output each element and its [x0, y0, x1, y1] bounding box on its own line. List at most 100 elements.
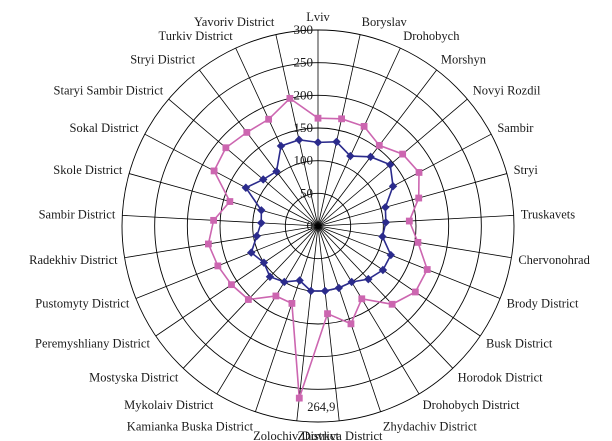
series-2-point [405, 217, 413, 225]
grid-spoke [144, 133, 319, 227]
series-2-point [214, 262, 222, 270]
category-label: Stryi [514, 163, 539, 177]
category-label: Brody District [507, 296, 579, 310]
category-label: Turkiv District [159, 29, 234, 43]
grid-spoke [135, 225, 319, 299]
tick-label: 0 [307, 218, 314, 233]
category-label: Chervonohrad [518, 253, 590, 267]
series-2-point [243, 128, 251, 136]
grid-spoke [255, 225, 319, 412]
series-1-point [241, 183, 251, 192]
series-2-point [415, 169, 423, 176]
data-label: 264,9 [307, 400, 335, 414]
category-label: Sambir [497, 121, 534, 135]
series-2-point [210, 216, 218, 224]
series-2-point [414, 238, 422, 246]
series-2-point [265, 115, 273, 123]
series-2-point [244, 296, 252, 303]
series-2-point [423, 266, 431, 273]
grid-spoke [317, 98, 468, 227]
grid-spoke [317, 225, 454, 369]
grid-spoke [275, 34, 319, 227]
category-label: Staryi Sambir District [54, 84, 164, 98]
category-label: Drohobych [403, 29, 460, 43]
radar-series-layer [204, 94, 431, 402]
category-label: Novyi Rozdil [473, 84, 541, 98]
grid-spoke [296, 225, 319, 421]
series-2-point [411, 288, 419, 296]
series-1-point [386, 160, 395, 169]
series-2-point [286, 94, 294, 102]
series-1-point [295, 276, 304, 285]
series-2-point [358, 295, 366, 303]
series-1-point [378, 265, 388, 275]
category-label: Peremyshliany District [35, 336, 150, 350]
series-1-point [252, 231, 261, 241]
series-1-point [346, 151, 355, 161]
category-label: Horodok District [458, 371, 544, 385]
grid-spoke [216, 225, 319, 395]
series-2-point [415, 194, 423, 202]
series-2-point [360, 122, 368, 130]
series-2-point [375, 141, 383, 149]
series-2-point [314, 114, 322, 122]
radial-tick-labels: 0 50 100 150 200 250 300 [294, 22, 314, 233]
category-label: Kamianka Buska District [127, 419, 254, 433]
category-label: Boryslav [362, 15, 408, 29]
grid-spoke [155, 225, 319, 337]
series-2-point [338, 115, 345, 123]
series-2-point [324, 310, 331, 318]
category-label: Zhovkva District [297, 429, 383, 441]
series-1-point [334, 283, 344, 293]
grid-spoke [317, 225, 381, 412]
category-label: Skole District [53, 163, 123, 177]
grid-spoke [317, 133, 492, 227]
grid-spoke [317, 173, 507, 227]
category-label: Mykolaiv District [124, 398, 214, 412]
data-annotations: 264,9 [307, 400, 335, 414]
series-1-point [347, 277, 356, 287]
series-1-point [247, 248, 256, 257]
series-2-point [295, 394, 303, 402]
series-1-point [265, 272, 275, 281]
series-2-point [204, 240, 212, 248]
series-1-point [294, 135, 304, 145]
tick-label: 300 [294, 22, 314, 37]
series-2-point [288, 299, 296, 307]
series-1-point [259, 175, 268, 184]
series-1-point [381, 203, 390, 212]
grid-spoke [317, 214, 514, 227]
series-1-point [272, 167, 281, 176]
grid-spoke [124, 225, 319, 259]
series-1-point [313, 138, 323, 147]
series-1-point [378, 232, 387, 241]
series-1-point [280, 277, 289, 287]
category-label: Yavoriv District [194, 15, 275, 29]
category-label: Busk District [486, 336, 553, 350]
series-2-point [347, 320, 355, 328]
series-1-point [320, 286, 330, 296]
grid-spoke [317, 225, 420, 395]
grid-spoke [168, 98, 319, 227]
series-1-point [276, 141, 286, 151]
category-label: Lviv [306, 10, 330, 24]
category-label: Pustomyty District [35, 296, 130, 310]
series-2-point [388, 300, 396, 308]
series-2-point [228, 281, 235, 289]
category-label: Morshyn [441, 53, 487, 67]
series-1-point [381, 218, 391, 227]
series-1-point [388, 182, 398, 191]
series-1-point [257, 206, 266, 215]
grid-spoke [129, 173, 319, 227]
series-2-point [399, 150, 407, 158]
grid-spoke [317, 225, 340, 421]
series-1-point [259, 258, 269, 267]
series-1-point [386, 250, 396, 260]
tick-label: 250 [294, 55, 314, 70]
grid-spoke [199, 69, 319, 227]
series-1-point [332, 137, 341, 146]
category-label: Zolochiv District [253, 429, 339, 441]
grid-spoke [317, 47, 401, 227]
tick-label: 150 [294, 120, 314, 135]
